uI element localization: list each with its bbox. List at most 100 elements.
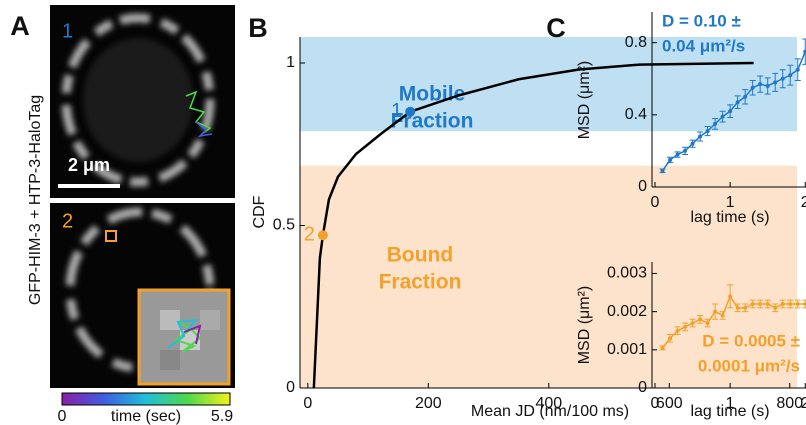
point (803, 302, 806, 306)
point (788, 302, 793, 306)
annotation: 0.04 μm²/s (662, 36, 745, 55)
region-label: Bound (387, 244, 453, 267)
y-label: GFP-HIM-3 + HTP-3-HaloTag (27, 95, 44, 305)
annotation: D = 0.10 ± (662, 11, 741, 30)
region-label: Mobile (399, 83, 466, 106)
annotation: 0.0001 μm²/s (698, 356, 800, 375)
point (765, 302, 770, 306)
point (690, 321, 695, 326)
y-tick-label: 0.4 (625, 106, 647, 123)
point (713, 309, 718, 314)
y-tick-label: 0.5 (273, 217, 295, 234)
pixel (180, 330, 200, 350)
point (668, 157, 673, 162)
data-line (312, 61, 754, 389)
point (683, 324, 688, 329)
y-label: MSD (μm²) (576, 286, 593, 365)
y-tick-label: 0.8 (625, 34, 647, 51)
x-tick-label: 0 (651, 395, 660, 412)
point (758, 82, 763, 87)
pixel (160, 310, 180, 330)
pixel (200, 310, 220, 330)
point (720, 114, 725, 119)
point (795, 302, 800, 306)
point (720, 313, 725, 318)
x-tick-label: 600 (656, 395, 683, 412)
region-label: Fraction (391, 110, 474, 133)
y-tick-label: 0.003 (607, 265, 647, 282)
point (660, 168, 665, 173)
point (668, 336, 673, 341)
point (743, 94, 748, 99)
point (705, 129, 710, 134)
x-label: lag time (s) (690, 209, 769, 226)
x-tick-label: 0 (651, 194, 660, 211)
colorbar-min: 0 (58, 408, 67, 425)
point (675, 152, 680, 157)
annotation: D = 0.0005 ± (702, 331, 800, 350)
y-label: MSD (μm²) (576, 61, 593, 140)
x-tick-label: 800 (776, 395, 803, 412)
point (758, 302, 763, 306)
point (773, 80, 778, 85)
point (765, 83, 770, 88)
x-tick-label: 2 (801, 395, 806, 412)
point (728, 294, 733, 299)
point (750, 85, 755, 90)
y-tick-label: 0 (638, 379, 647, 396)
x-label: Mean JD (nm/100 ms) (471, 403, 629, 420)
point-label: 1 (391, 100, 402, 122)
point (803, 49, 806, 54)
colorbar-label: time (sec) (111, 408, 181, 425)
point (780, 302, 785, 306)
point-label: 2 (304, 224, 315, 246)
point (780, 76, 785, 81)
point (690, 141, 695, 146)
image-label: 1 (62, 20, 73, 42)
y-tick-label: 0 (286, 379, 295, 396)
region (300, 37, 797, 132)
point (773, 305, 778, 310)
point (698, 134, 703, 139)
point (735, 100, 740, 105)
point (705, 321, 710, 326)
point (698, 317, 703, 322)
track (185, 90, 212, 135)
x-tick-label: 2 (801, 194, 806, 211)
x-tick-label: 1 (726, 395, 735, 412)
y-tick-label: 0 (638, 178, 647, 195)
y-tick-label: 0.001 (607, 341, 647, 358)
highlight-point (405, 106, 416, 117)
y-label: CDF (251, 195, 268, 228)
point (788, 73, 793, 78)
track (195, 121, 213, 138)
point (750, 302, 755, 306)
point (735, 305, 740, 310)
point (743, 305, 748, 310)
region (300, 165, 797, 388)
point (728, 109, 733, 114)
y-tick-label: 1 (286, 54, 295, 71)
roi (105, 230, 117, 242)
point (675, 328, 680, 333)
nucleus-fill (83, 38, 193, 162)
point (660, 345, 665, 350)
x-tick-label: 1 (726, 194, 735, 211)
scale-bar-label: 2 μm (68, 155, 110, 175)
highlight-point (317, 230, 328, 241)
x-tick-label: 0 (303, 395, 312, 412)
point (713, 121, 718, 126)
panel-label: C (546, 13, 566, 43)
image-label: 2 (62, 210, 73, 232)
track (167, 318, 199, 349)
colorbar-max: 5.9 (211, 408, 233, 425)
point (683, 148, 688, 153)
pixel (160, 350, 180, 370)
y-tick-label: 0.002 (607, 303, 647, 320)
x-label: lag time (s) (690, 403, 769, 420)
panel-label: B (248, 13, 268, 43)
nucleus (61, 13, 215, 187)
panel-label: A (10, 11, 30, 41)
